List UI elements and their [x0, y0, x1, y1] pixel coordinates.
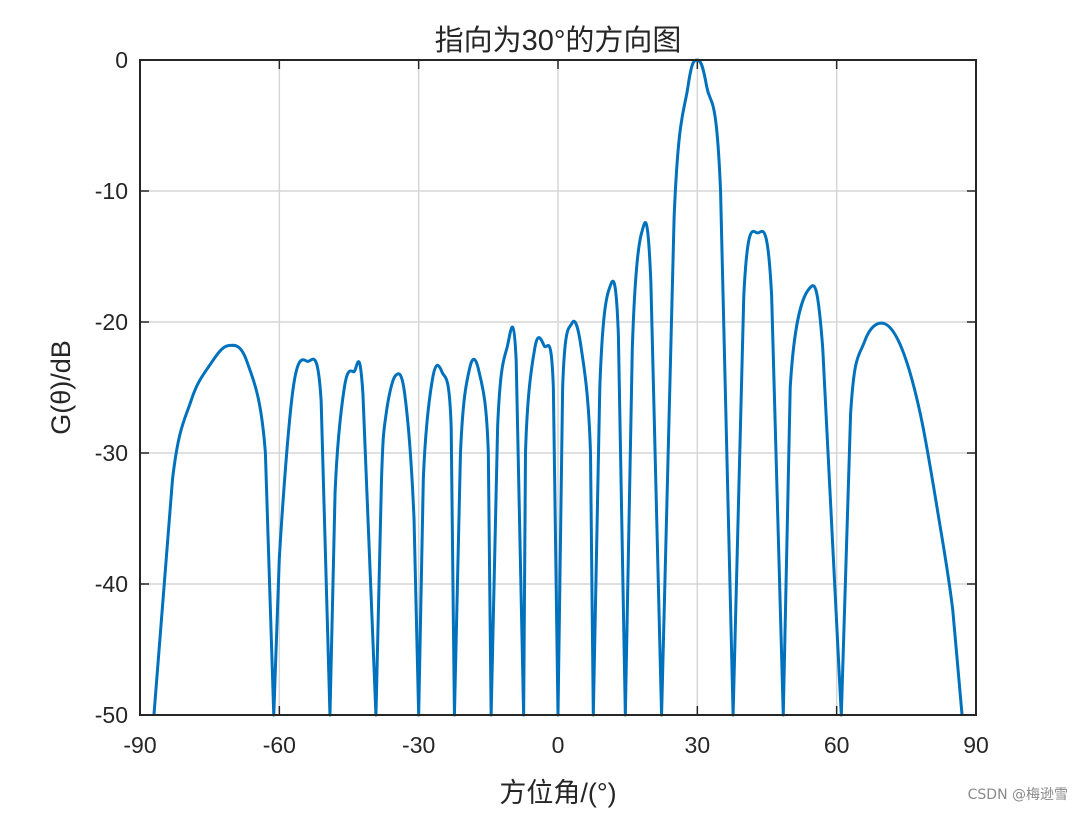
y-tick-label: -50: [95, 702, 128, 728]
y-tick-label: -20: [95, 309, 128, 335]
chart-title: 指向为30°的方向图: [435, 24, 682, 57]
x-axis-title: 方位角/(°): [499, 778, 616, 808]
y-tick-label: -30: [95, 440, 128, 466]
y-axis-title: G(θ)/dB: [46, 340, 76, 435]
x-tick-label: 60: [824, 732, 850, 758]
y-tick-label: -40: [95, 571, 128, 597]
x-tick-label: -60: [263, 732, 296, 758]
y-tick-label: 0: [115, 47, 128, 73]
x-tick-label: -30: [402, 732, 435, 758]
ticks: -90 -60 -30 0 30 60 90 0 -10 -20 -30 -40 -50: [95, 47, 989, 758]
x-tick-label: -90: [123, 732, 156, 758]
watermark: CSDN @梅逊雪: [967, 787, 1068, 803]
y-tick-label: -10: [95, 178, 128, 204]
plot-frame: [139, 59, 977, 716]
x-tick-label: 0: [552, 732, 565, 758]
x-tick-label: 90: [963, 732, 989, 758]
x-tick-label: 30: [685, 732, 711, 758]
